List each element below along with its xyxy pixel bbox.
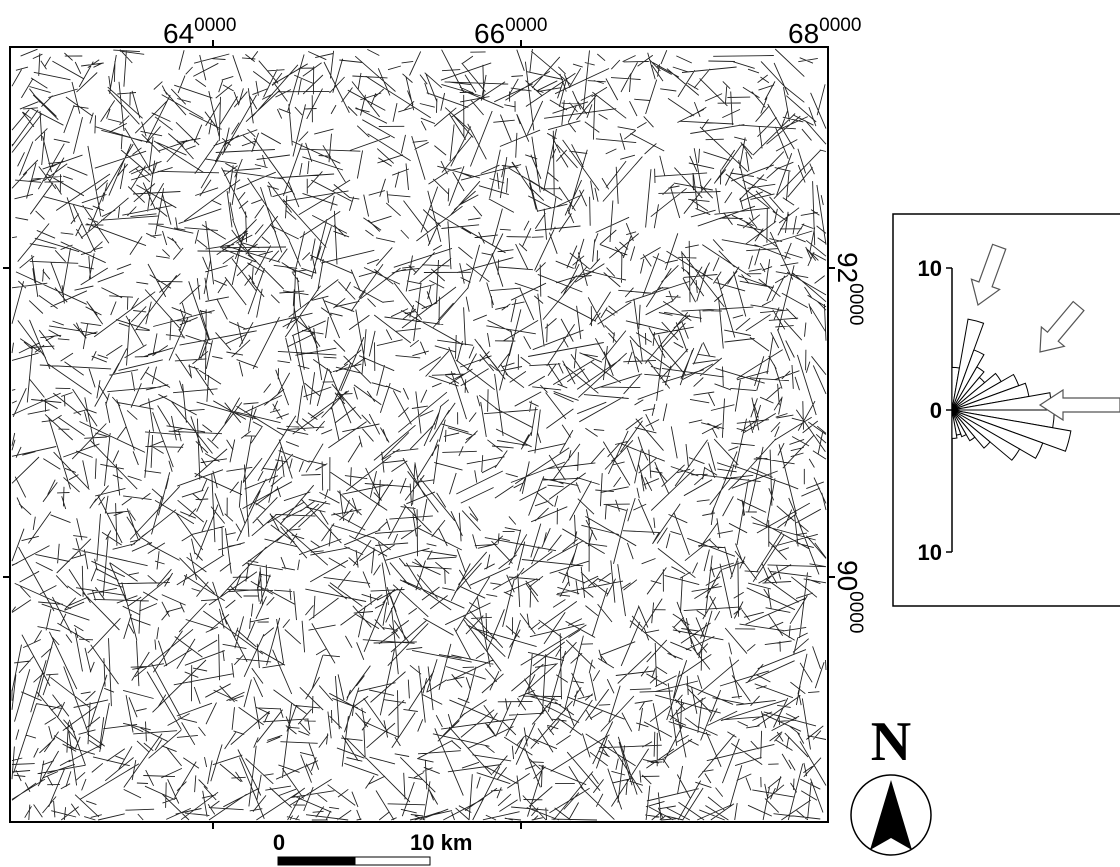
scale-start: 0 <box>273 830 285 855</box>
lineament-lines <box>11 48 827 821</box>
scale-bar-white <box>354 856 431 866</box>
rose-petal <box>951 409 1044 459</box>
scale-end: 10 km <box>410 830 472 855</box>
rose-diagram: 10 0 10 <box>918 256 1072 565</box>
rose-tick-label: 0 <box>930 398 942 423</box>
y-label: 920000 <box>832 252 866 325</box>
map-frame <box>9 46 829 823</box>
y-label: 900000 <box>832 560 866 633</box>
rose-petal <box>951 366 985 411</box>
x-label: 680000 <box>788 15 861 49</box>
rose-petal <box>951 409 958 439</box>
rose-petal <box>951 409 967 438</box>
x-label: 640000 <box>163 15 236 49</box>
rose-petal <box>951 409 991 449</box>
frame-ticks <box>3 40 835 829</box>
rose-petal <box>951 409 976 442</box>
lineaments <box>11 48 827 821</box>
x-label: 660000 <box>474 15 547 49</box>
scale-bar-black <box>277 856 356 866</box>
rose-tick-label: 10 <box>918 256 942 281</box>
rose-tick-label: 10 <box>918 540 942 565</box>
stress-arrows <box>970 243 1120 422</box>
rose-petal <box>951 349 985 411</box>
north-label: N <box>871 711 911 773</box>
north-arrow <box>870 780 912 850</box>
rose-petal <box>951 409 1021 461</box>
